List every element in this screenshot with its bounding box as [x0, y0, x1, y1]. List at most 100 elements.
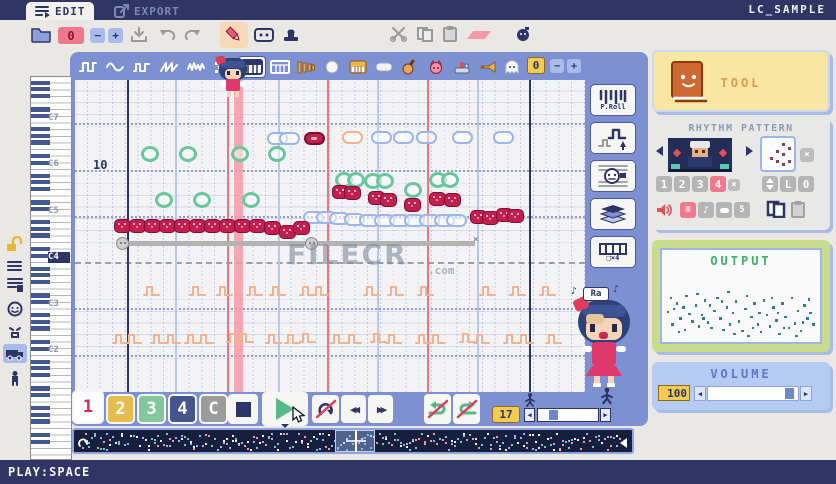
blue-note[interactable]: [416, 131, 437, 144]
rhythm-slot-2-button[interactable]: 2: [674, 176, 690, 192]
red-note[interactable]: [159, 219, 176, 233]
piano-black-key[interactable]: [31, 313, 50, 318]
channel-1-button[interactable]: 1: [72, 390, 104, 424]
layers-button[interactable]: [590, 198, 636, 230]
rhythm-slot-3-button[interactable]: 3: [692, 176, 708, 192]
pulse-note[interactable]: [265, 332, 282, 344]
pulse-note[interactable]: [312, 284, 329, 296]
piano-black-key[interactable]: [31, 406, 50, 411]
pulse-note[interactable]: [216, 284, 233, 296]
red-note[interactable]: [429, 192, 446, 206]
blue-note[interactable]: [279, 132, 300, 145]
orange-note[interactable]: [342, 131, 363, 144]
piano-black-key[interactable]: [31, 107, 50, 112]
piano-black-key[interactable]: [31, 359, 50, 364]
saw-wave-button[interactable]: [157, 58, 181, 76]
ship-button[interactable]: [450, 58, 474, 76]
pulse-note[interactable]: [479, 284, 496, 296]
piano-black-key[interactable]: [31, 246, 50, 252]
slider-close[interactable]: ×: [473, 235, 479, 245]
red-note[interactable]: [380, 193, 397, 207]
red-note[interactable]: [404, 198, 421, 212]
copy-button[interactable]: [416, 26, 434, 42]
bell-button[interactable]: [320, 58, 344, 76]
piano-black-key[interactable]: [31, 160, 50, 165]
pulse-note[interactable]: [459, 331, 476, 343]
green-note[interactable]: [441, 172, 459, 188]
rhythm-paste-button[interactable]: [790, 200, 806, 218]
capsule-button[interactable]: [372, 58, 396, 76]
rhythm-slot-4-button[interactable]: 4: [710, 176, 726, 192]
select-tool-button[interactable]: [254, 28, 274, 42]
pulse-note[interactable]: [299, 331, 316, 343]
piano-black-key[interactable]: [31, 366, 50, 371]
grid-mode-button[interactable]: □×4: [590, 236, 636, 268]
piano-black-key[interactable]: [31, 220, 50, 225]
import-button[interactable]: [130, 27, 148, 43]
red-note[interactable]: [444, 193, 461, 207]
fast-forward-button[interactable]: ▶▶: [368, 395, 393, 423]
open-mouth-face-button[interactable]: [3, 322, 27, 341]
rhythm-copy-button[interactable]: [766, 200, 786, 218]
rhythm-zero-button[interactable]: 0: [798, 176, 814, 192]
pulse-note[interactable]: [545, 332, 562, 344]
piano-black-key[interactable]: [31, 372, 50, 378]
pulse-note[interactable]: [345, 332, 362, 344]
tempo-slider-track[interactable]: [537, 408, 599, 422]
square-wave-button[interactable]: [76, 58, 100, 76]
pulse-note[interactable]: [417, 284, 434, 296]
pulse-note[interactable]: [517, 332, 534, 344]
pencil-tool-button[interactable]: [220, 22, 248, 48]
pulse-note[interactable]: [503, 332, 520, 344]
rhythm-skip-button[interactable]: 5: [734, 202, 750, 218]
pulse-note[interactable]: [184, 332, 201, 344]
list-block-button[interactable]: [3, 275, 27, 294]
tempo-right-arrow[interactable]: ▶: [600, 408, 611, 422]
piano-black-key[interactable]: [31, 93, 50, 99]
person-button[interactable]: [3, 368, 27, 387]
piano-black-key[interactable]: [31, 293, 50, 298]
wave-add-button[interactable]: [590, 122, 636, 154]
piano-black-key[interactable]: [31, 186, 50, 192]
volume-left-arrow[interactable]: ◀: [694, 386, 706, 401]
piano-black-key[interactable]: [31, 432, 50, 438]
rhythm-cloud-button[interactable]: [716, 202, 732, 218]
rhythm-slot-1-button[interactable]: 1: [656, 176, 672, 192]
song-loop-button[interactable]: [453, 394, 480, 424]
tempo-left-arrow[interactable]: ◀: [524, 408, 535, 422]
pulse-note[interactable]: [539, 284, 556, 296]
piano-black-key[interactable]: [31, 273, 50, 278]
pulse-note[interactable]: [284, 332, 301, 344]
piano-black-key[interactable]: [31, 412, 50, 417]
piano-black-key[interactable]: [31, 140, 50, 145]
piano-black-key[interactable]: [31, 207, 50, 212]
rhythm-l-button[interactable]: L: [780, 176, 796, 192]
sine-wave-button[interactable]: [103, 58, 127, 76]
piano-roll-button[interactable]: P.Roll: [590, 84, 636, 116]
green-note[interactable]: [231, 146, 249, 162]
slider-handle[interactable]: [116, 237, 129, 250]
rhythm-list-button[interactable]: ≡: [680, 202, 696, 218]
pulse-wave-button[interactable]: [130, 58, 154, 76]
guitar-button[interactable]: [398, 58, 422, 76]
blue-note[interactable]: [446, 214, 467, 227]
voice-button[interactable]: [590, 160, 636, 192]
rhythm-note-button[interactable]: ♪: [698, 202, 714, 218]
pulse-note[interactable]: [509, 284, 526, 296]
rhythm-slot-clear-button[interactable]: ×: [728, 179, 740, 191]
pulse-note[interactable]: [189, 284, 206, 296]
green-note[interactable]: [179, 146, 197, 162]
red-note[interactable]: [293, 221, 310, 235]
volume-slider-handle[interactable]: [785, 388, 794, 399]
piano-black-key[interactable]: [31, 419, 50, 424]
piano-black-key[interactable]: [31, 300, 50, 305]
pulse-note[interactable]: [112, 332, 129, 344]
octave-minus-button[interactable]: −: [550, 59, 564, 73]
pulse-note[interactable]: [299, 284, 316, 296]
stamp-tool-button[interactable]: [282, 26, 300, 42]
rhythm-preview-box[interactable]: [760, 136, 796, 172]
piano-black-key[interactable]: [31, 127, 50, 132]
pulse-note[interactable]: [150, 332, 167, 344]
rhythm-dj-thumbnail[interactable]: [668, 138, 732, 172]
song-number-plus-button[interactable]: +: [108, 28, 123, 43]
